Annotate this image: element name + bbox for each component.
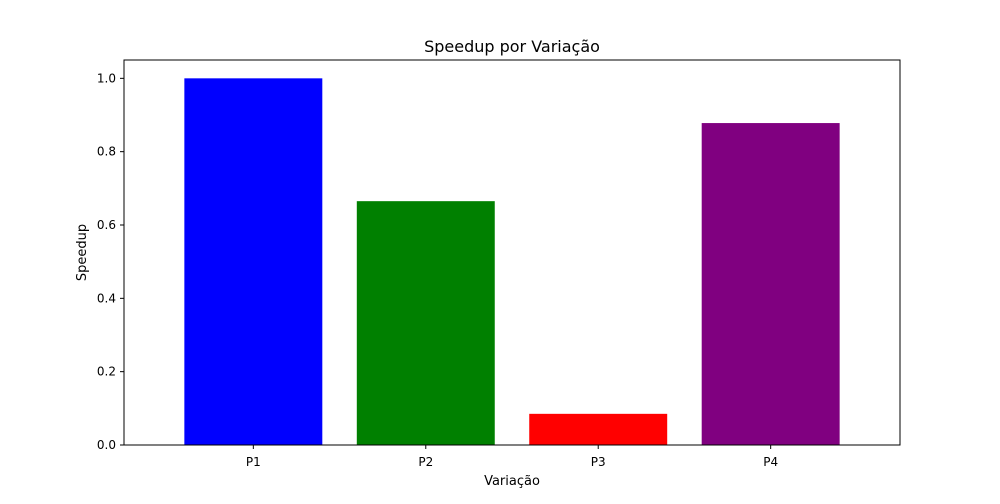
y-tick-label: 1.0 [97, 71, 116, 85]
y-tick-label: 0.8 [97, 145, 116, 159]
y-tick-label: 0.0 [97, 438, 116, 452]
bar-p2 [356, 201, 495, 445]
x-tick-label: P3 [591, 455, 606, 469]
bars-layer [184, 78, 840, 446]
y-tick-label: 0.4 [97, 291, 116, 305]
plot-frame [123, 59, 901, 446]
bar-p1 [184, 78, 323, 445]
x-axis-label: Variação [484, 474, 540, 489]
y-axis-ticks: 0.0 0.2 0.4 0.6 0.8 1.0 [97, 71, 124, 452]
x-tick-label: P1 [246, 455, 261, 469]
y-axis-label: Speedup [75, 224, 90, 281]
bar-p3 [529, 413, 668, 445]
chart-title: Speedup por Variação [424, 37, 600, 56]
y-tick-label: 0.2 [97, 365, 116, 379]
x-tick-label: P4 [763, 455, 778, 469]
x-axis-ticks: P1 P2 P3 P4 [246, 445, 778, 469]
bar-p4 [701, 123, 840, 446]
x-tick-label: P2 [418, 455, 433, 469]
y-tick-label: 0.6 [97, 218, 116, 232]
